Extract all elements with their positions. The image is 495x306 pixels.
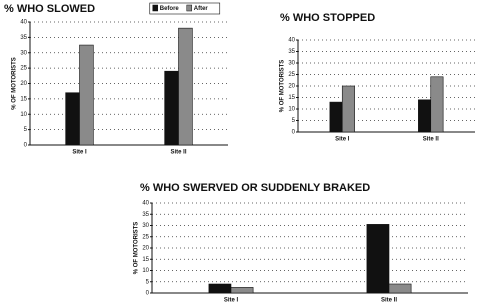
chart-title: % WHO SLOWED (4, 3, 95, 15)
bar (329, 101, 343, 133)
y-tick-label: 30 (142, 223, 149, 229)
bar (79, 44, 94, 146)
y-tick-label: 5 (24, 127, 28, 133)
y-tick-label: 20 (20, 81, 27, 87)
y-tick-label: 20 (142, 246, 149, 252)
legend-swatch (152, 4, 159, 12)
x-tick-label: Site II (170, 150, 186, 156)
legend-swatch (186, 4, 193, 12)
bar (230, 287, 254, 294)
y-tick-label: 0 (292, 130, 296, 136)
y-tick-label: 30 (288, 61, 295, 67)
bar (418, 99, 432, 133)
y-tick-label: 0 (24, 143, 28, 149)
y-tick-label: 40 (142, 201, 149, 207)
y-tick-label: 35 (142, 212, 149, 218)
bar (164, 70, 179, 146)
y-tick-label: 15 (20, 96, 27, 102)
bar (430, 76, 444, 133)
y-axis-label: % OF MOTORISTS (134, 222, 140, 275)
x-tick-label: Site II (381, 298, 397, 304)
y-tick-label: 15 (142, 257, 149, 263)
bar (366, 224, 390, 294)
y-tick-label: 35 (288, 49, 295, 55)
bar (208, 283, 232, 294)
y-tick-label: 0 (146, 291, 150, 297)
chart-title: % WHO STOPPED (280, 12, 375, 24)
y-tick-label: 20 (288, 84, 295, 90)
x-tick-label: Site I (224, 298, 239, 304)
y-tick-label: 10 (288, 107, 295, 113)
bar (341, 85, 355, 133)
x-tick-label: Site II (423, 137, 439, 143)
y-axis-label: % OF MOTORISTS (280, 60, 286, 113)
bar (388, 283, 412, 294)
axis (297, 40, 475, 133)
axis (151, 203, 468, 294)
bar (178, 27, 193, 146)
y-axis-label: % OF MOTORISTS (12, 57, 18, 110)
chart-title: % WHO SWERVED OR SUDDENLY BRAKED (140, 182, 370, 194)
axis (29, 22, 228, 146)
y-tick-label: 25 (288, 72, 295, 78)
y-tick-label: 5 (146, 279, 150, 285)
x-tick-label: Site I (72, 150, 87, 156)
y-tick-label: 10 (142, 268, 149, 274)
legend-label: After (194, 6, 209, 12)
y-tick-label: 25 (20, 66, 27, 72)
y-tick-label: 15 (288, 95, 295, 101)
x-tick-label: Site I (335, 137, 350, 143)
y-tick-label: 35 (20, 35, 27, 41)
y-tick-label: 40 (288, 38, 295, 44)
y-tick-label: 30 (20, 50, 27, 56)
legend-box (149, 2, 221, 15)
y-tick-label: 10 (20, 112, 27, 118)
legend-label: Before (160, 6, 180, 12)
y-tick-label: 5 (292, 118, 296, 124)
y-tick-label: 40 (20, 20, 27, 26)
y-tick-label: 25 (142, 234, 149, 240)
bar (65, 92, 80, 146)
